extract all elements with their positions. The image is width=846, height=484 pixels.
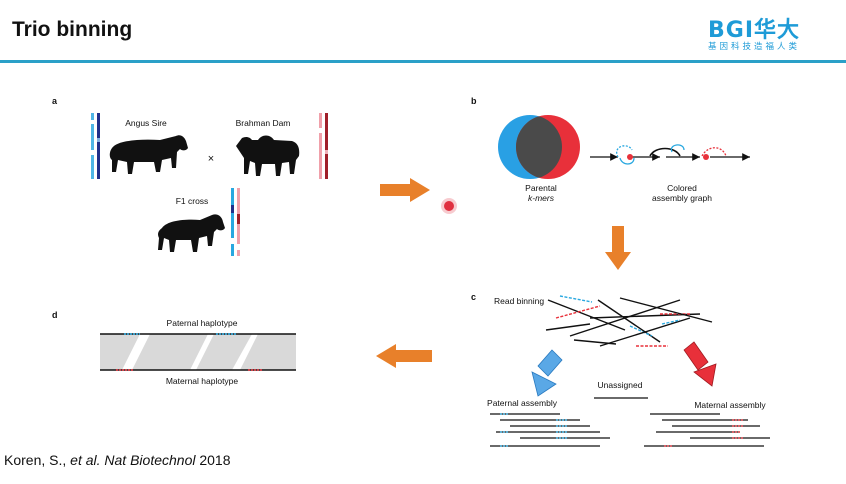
colored-label: Colored: [667, 183, 697, 193]
f1-chromosomes: [231, 188, 240, 256]
parental-kmers-venn: [498, 115, 580, 179]
panel-a-letter: a: [52, 96, 58, 106]
colored-assembly-graph: [590, 144, 750, 165]
sire-chromosomes: [91, 113, 100, 179]
paternal-assembly-pileup: [490, 413, 610, 447]
kmers-label: k-mers: [528, 193, 555, 203]
dam-label: Brahman Dam: [236, 118, 291, 128]
read-binning-label: Read binning: [494, 296, 544, 306]
f1-label: F1 cross: [176, 196, 209, 206]
citation-author: Koren, S.,: [4, 452, 71, 468]
paternal-haplotype-label: Paternal haplotype: [167, 318, 238, 328]
arrow-b-to-c: [605, 226, 631, 270]
citation: Koren, S., et al. Nat Biotechnol 2018: [4, 452, 231, 468]
citation-journal: Nat Biotechnol: [100, 452, 196, 468]
title-divider: [0, 60, 846, 63]
maternal-bin-arrow: [683, 341, 717, 387]
tangled-reads: [545, 295, 713, 347]
cross-symbol: ×: [208, 153, 214, 165]
logo-tagline: 基因科技造福人类: [708, 42, 801, 52]
panel-c: c Read binning: [471, 292, 770, 447]
unassigned-label: Unassigned: [598, 380, 643, 390]
haplotype-alignment-blocks: [100, 334, 296, 370]
assembly-graph-label: assembly graph: [652, 193, 712, 203]
pointer-cursor: [444, 201, 454, 211]
paternal-bin-arrow: [531, 349, 563, 397]
maternal-haplotype-label: Maternal haplotype: [166, 376, 239, 386]
bgi-logo: BGI华大 基因科技造福人类: [708, 12, 828, 54]
citation-etal: et al.: [70, 452, 101, 468]
maternal-assembly-pileup: [644, 413, 770, 447]
angus-sire-silhouette: [109, 135, 188, 174]
maternal-assembly-label: Maternal assembly: [694, 400, 766, 410]
f1-cross-silhouette: [158, 214, 225, 252]
slide-title: Trio binning: [12, 18, 133, 41]
arrow-c-to-d: [376, 344, 432, 368]
citation-year: 2018: [195, 452, 231, 468]
panel-b-letter: b: [471, 96, 477, 106]
panel-d: d Paternal haplotype Maternal haplotype: [52, 310, 296, 386]
dam-chromosomes: [319, 113, 328, 179]
paternal-assembly-label: Paternal assembly: [487, 398, 558, 408]
logo-wordmark: BGI华大: [708, 18, 801, 43]
sire-label: Angus Sire: [125, 118, 167, 128]
brahman-dam-silhouette: [236, 135, 300, 176]
panel-b: b Parental k-mers Co: [471, 96, 750, 203]
panel-a: a Angus Sire × Brahman Dam: [52, 96, 328, 256]
parental-label: Parental: [525, 183, 557, 193]
panel-c-letter: c: [471, 292, 476, 302]
panel-d-letter: d: [52, 310, 58, 320]
arrow-a-to-b: [380, 178, 430, 202]
